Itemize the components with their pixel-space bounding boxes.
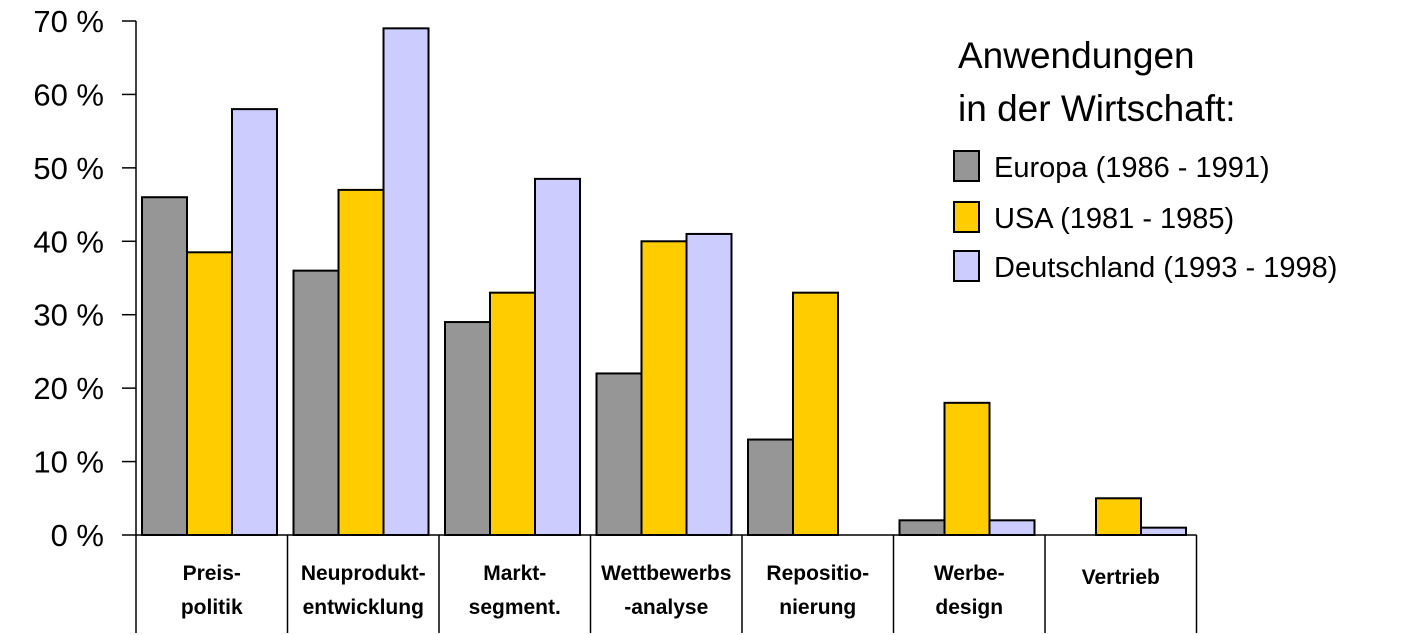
category-label: Vertrieb — [1082, 566, 1160, 589]
legend-title: Anwendungen — [958, 35, 1195, 76]
bar — [988, 519, 1036, 536]
bar — [534, 177, 581, 536]
bar — [1140, 526, 1187, 537]
y-tick-label: 60 % — [33, 77, 104, 112]
legend-title: in der Wirtschaft: — [958, 88, 1236, 129]
bar — [337, 188, 385, 536]
y-tick-label: 70 % — [33, 4, 104, 39]
category-label-line: Markt- — [483, 562, 546, 585]
bar — [444, 321, 491, 536]
y-tick-label: 20 % — [33, 371, 104, 406]
legend-swatch — [953, 150, 980, 182]
bar — [685, 232, 733, 536]
bar — [943, 401, 991, 537]
legend: Anwendungen in der Wirtschaft: Europa (198… — [953, 35, 1337, 284]
x-axis: Preis-politik Neuprodukt-entwicklung Markt… — [135, 534, 1198, 633]
legend-label: Deutschland (1993 - 1998) — [994, 252, 1337, 284]
category-label-line: politik — [181, 596, 243, 619]
category-label: Werbe-design — [934, 562, 1005, 619]
category-label: Repositio-nierung — [766, 562, 869, 619]
bar — [898, 519, 946, 536]
bar — [382, 27, 430, 536]
bar — [186, 251, 233, 537]
y-tick-label: 50 % — [33, 151, 104, 186]
category-label-line: Preis- — [183, 562, 241, 585]
category-label-line: Neuprodukt- — [301, 562, 426, 585]
bar — [595, 372, 643, 537]
category-label-line: nierung — [779, 596, 856, 619]
category-label-line: Repositio- — [766, 562, 869, 585]
bar — [640, 240, 688, 537]
bar — [231, 108, 278, 536]
bar — [1095, 497, 1142, 536]
bar — [747, 438, 794, 536]
bar — [292, 269, 340, 536]
category-label-line: Werbe- — [934, 562, 1005, 585]
y-axis: 0 % 10 % 20 % 30 % 40 % 50 % 60 % 70 % — [33, 4, 137, 553]
legend-label: USA (1981 - 1985) — [994, 203, 1234, 235]
y-tick-label: 10 % — [33, 445, 104, 480]
legend-swatch — [953, 201, 980, 233]
category-label-line: Vertrieb — [1082, 566, 1160, 589]
y-tick-label: 0 % — [51, 518, 104, 553]
category-label-line: entwicklung — [303, 596, 424, 619]
category-label-line: segment. — [469, 596, 561, 619]
category-label: Markt-segment. — [469, 562, 561, 619]
category-label: Neuprodukt-entwicklung — [301, 562, 426, 619]
category-label-line: design — [935, 596, 1003, 619]
y-tick-label: 30 % — [33, 298, 104, 333]
category-label: Preis-politik — [181, 562, 243, 619]
bar — [141, 196, 188, 536]
category-label-line: -analyse — [624, 596, 708, 619]
legend-label: Europa (1986 - 1991) — [994, 152, 1270, 184]
category-label-line: Wettbewerbs — [601, 562, 731, 585]
bar — [792, 291, 839, 536]
y-tick-label: 40 % — [33, 224, 104, 259]
bars — [141, 27, 1187, 537]
legend-swatch — [953, 250, 980, 282]
category-label: Wettbewerbs -analyse — [601, 562, 731, 619]
bar — [489, 291, 536, 536]
